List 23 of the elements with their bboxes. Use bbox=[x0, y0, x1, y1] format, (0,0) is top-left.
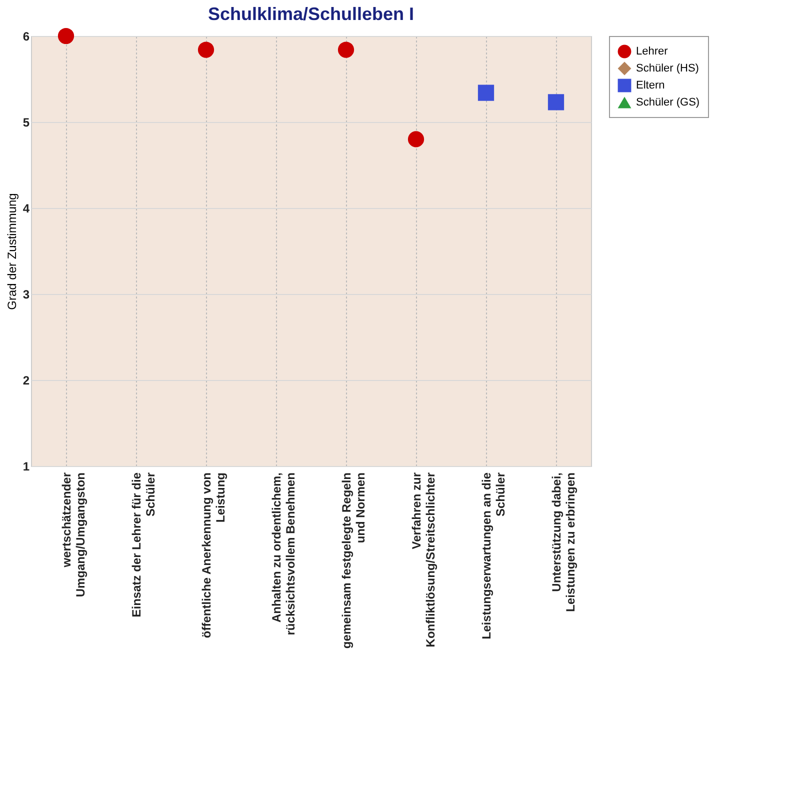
point bbox=[58, 28, 74, 44]
y-tick-label: 2 bbox=[22, 374, 30, 388]
x-tick-label: öffentliche Anerkennung von Leistung bbox=[200, 472, 228, 638]
x-tick-label: Einsatz der Lehrer für die Schüler bbox=[130, 472, 158, 618]
x-tick-label: Leistungserwartungen an die Schüler bbox=[480, 472, 508, 640]
x-tick-label: Unterstützung dabei, Leistungen zu erbringen bbox=[550, 472, 578, 612]
y-tick-label: 3 bbox=[22, 288, 30, 302]
legend-label: Schüler (GS) bbox=[636, 96, 700, 108]
legend-label: Eltern bbox=[636, 80, 665, 92]
legend-label: Lehrer bbox=[636, 46, 668, 58]
point bbox=[478, 84, 494, 101]
point bbox=[408, 131, 424, 148]
x-tick-label: wertschätzender Umgang/Umgangston bbox=[60, 472, 88, 598]
y-tick-label: 5 bbox=[22, 116, 30, 130]
chart-title: Schulklima/Schulleben I bbox=[208, 4, 414, 24]
y-tick-label: 1 bbox=[22, 460, 30, 474]
y-tick-label: 6 bbox=[22, 30, 30, 44]
point bbox=[338, 42, 354, 58]
y-tick-label: 4 bbox=[22, 202, 30, 216]
y-axis-title: Grad der Zustimmung bbox=[4, 193, 19, 310]
point bbox=[198, 42, 214, 58]
point bbox=[548, 94, 564, 110]
legend-label: Schüler (HS) bbox=[636, 62, 699, 74]
